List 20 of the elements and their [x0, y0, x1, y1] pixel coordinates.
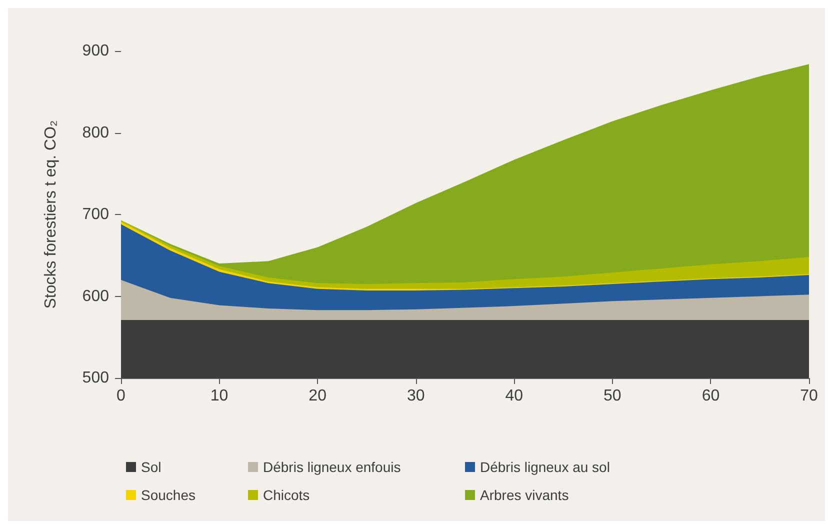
legend-label: Souches: [141, 487, 196, 503]
y-tick-label: 700: [82, 206, 110, 223]
legend-label: Chicots: [263, 487, 310, 503]
legend-label: Débris ligneux au sol: [480, 459, 610, 475]
legend-label: Arbres vivants: [480, 487, 569, 503]
x-tick-label: 20: [308, 388, 327, 404]
y-tick-label: 500: [82, 370, 110, 386]
legend-label: Sol: [141, 459, 162, 475]
y-tick-label: 800: [82, 124, 110, 142]
x-tick-label: 60: [702, 388, 720, 404]
x-tick-label: 10: [210, 388, 228, 404]
x-tick-label: 70: [800, 388, 818, 404]
x-tick-label: 0: [116, 388, 126, 404]
y-tick-label: 900: [82, 42, 110, 60]
legend-label: Débris ligneux enfouis: [263, 459, 401, 475]
x-tick-label: 40: [505, 388, 524, 404]
y-tick-label: 600: [82, 288, 110, 305]
x-tick-label: 50: [604, 388, 622, 404]
y-axis-title: Stocks forestiers t eq. CO₂: [42, 120, 60, 309]
x-tick-label: 30: [406, 388, 425, 404]
